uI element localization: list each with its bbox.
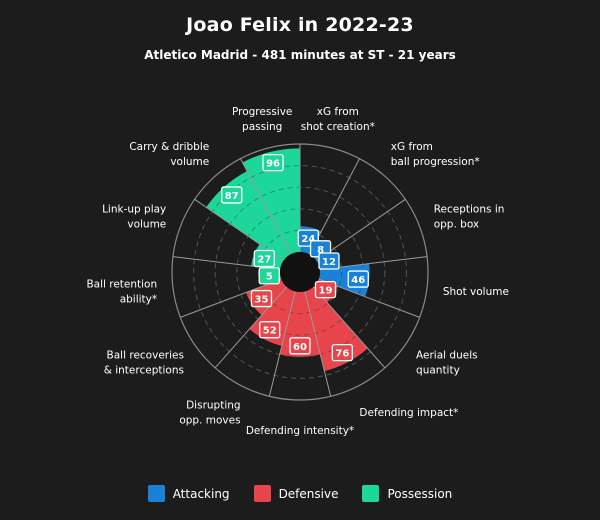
category-label-line: Ball recoveries <box>107 349 184 361</box>
category-label-line: opp. box <box>434 218 479 230</box>
category-label-10: Ball retention ability* <box>86 279 157 306</box>
legend-label-possession: Possession <box>387 486 453 501</box>
spoke <box>268 291 296 397</box>
grid-circle-overlay <box>257 229 343 315</box>
category-label-5: Aerial duels quantity <box>416 349 478 376</box>
spoke <box>240 158 292 255</box>
value-badge-13 <box>262 153 284 172</box>
value-label-9: 35 <box>255 295 269 306</box>
value-label-8: 52 <box>263 326 277 337</box>
category-label-13: Progressive passing <box>232 106 292 133</box>
value-label-7: 60 <box>293 342 307 353</box>
legend-swatch-attacking <box>147 485 165 502</box>
category-label-12: Carry & dribble volume <box>129 141 209 168</box>
value-badge-7 <box>289 337 311 355</box>
category-label-line: volume <box>170 156 209 168</box>
spoke <box>304 291 332 397</box>
legend-swatch-possession <box>362 485 380 502</box>
center-hole <box>280 252 320 292</box>
category-label-3: Receptions in opp. box <box>434 203 505 230</box>
legend-label-defensive: Defensive <box>278 486 339 501</box>
value-badge-9 <box>250 289 273 308</box>
category-label-line: Shot volume <box>443 286 509 298</box>
value-badge-10 <box>258 267 280 285</box>
category-label-line: Receptions in <box>434 203 505 215</box>
category-label-line: volume <box>127 218 166 230</box>
spoke <box>214 286 288 369</box>
category-label-line: Defending intensity* <box>246 425 354 437</box>
category-label-line: Link-up play <box>102 203 166 215</box>
legend: Attacking Defensive Possession <box>0 485 600 502</box>
value-badge-12 <box>221 186 243 204</box>
legend-swatch-defensive <box>253 485 271 502</box>
value-label-4: 46 <box>351 275 365 286</box>
category-label-1: xG from shot creation* <box>301 106 375 133</box>
category-label-line: opp. moves <box>179 414 240 426</box>
value-label-5: 19 <box>319 286 333 297</box>
category-label-line: passing <box>242 121 282 133</box>
category-label-line: Ball retention <box>86 279 157 291</box>
category-label-9: Ball recoveries & interceptions <box>104 349 184 376</box>
value-label-13: 96 <box>266 159 280 170</box>
category-label-line: Disrupting <box>186 399 240 411</box>
value-label-2: 8 <box>317 245 324 256</box>
category-label-11: Link-up play volume <box>102 203 166 230</box>
category-label-line: ability* <box>120 294 157 306</box>
value-badge-8 <box>259 321 281 339</box>
value-badge-3 <box>318 252 340 270</box>
value-badge-6 <box>331 343 353 362</box>
category-label-line: Carry & dribble <box>129 141 209 153</box>
legend-item-defensive: Defensive <box>253 485 339 502</box>
value-label-3: 12 <box>322 257 336 268</box>
spoke <box>180 278 282 318</box>
category-label-7: Defending intensity* <box>246 425 354 437</box>
grid-circle-overlay <box>193 165 407 379</box>
category-label-line: & interceptions <box>104 364 184 376</box>
category-label-line: quantity <box>416 364 460 376</box>
legend-item-possession: Possession <box>362 485 452 502</box>
category-label-line: Progressive <box>232 106 292 118</box>
value-label-1: 24 <box>301 234 315 245</box>
legend-item-attacking: Attacking <box>147 485 230 502</box>
category-label-line: Defending impact* <box>359 407 458 419</box>
category-label-4: Shot volume <box>443 286 509 298</box>
value-label-11: 27 <box>257 254 271 265</box>
spoke <box>316 198 406 262</box>
bar-13 <box>242 148 300 255</box>
category-label-line: shot creation* <box>301 121 375 133</box>
category-label-6: Defending impact* <box>359 407 458 419</box>
category-label-line: ball progression* <box>391 156 480 168</box>
value-badge-5 <box>314 280 337 299</box>
category-label-line: Aerial duels <box>416 349 478 361</box>
grid-circle <box>193 165 407 379</box>
chart-subtitle: Atletico Madrid - 481 minutes at ST - 21… <box>144 48 456 62</box>
value-label-12: 87 <box>225 191 239 202</box>
category-label-8: Disrupting opp. moves <box>179 399 240 426</box>
spoke <box>312 286 386 369</box>
value-label-10: 5 <box>266 272 273 283</box>
value-badge-11 <box>253 249 275 268</box>
category-label-line: xG from <box>391 141 433 153</box>
value-badge-4 <box>347 270 369 288</box>
category-label-line: xG from <box>317 106 359 118</box>
category-label-2: xG from ball progression* <box>391 141 480 168</box>
value-label-6: 76 <box>335 349 349 360</box>
chart-title: Joao Felix in 2022-23 <box>186 14 414 36</box>
legend-label-attacking: Attacking <box>172 486 230 501</box>
